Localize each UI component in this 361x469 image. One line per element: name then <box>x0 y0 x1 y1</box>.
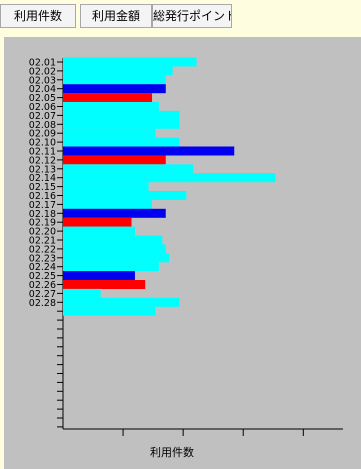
y-tick-label: 02.11 <box>29 147 56 158</box>
y-tick-label: 02.24 <box>29 262 56 273</box>
bar <box>63 191 187 200</box>
y-tick-label: 02.15 <box>29 182 56 193</box>
bar <box>63 93 153 103</box>
bar <box>63 217 132 227</box>
y-tick-label: 02.08 <box>29 120 56 131</box>
bar <box>63 137 180 147</box>
bar <box>63 262 159 272</box>
y-tick-label: 02.22 <box>29 244 56 255</box>
bar <box>63 182 149 192</box>
y-tick-label: 02.25 <box>29 271 56 282</box>
bar <box>63 146 235 156</box>
bar <box>63 208 166 218</box>
y-tick-label: 02.09 <box>29 129 56 140</box>
bar <box>63 288 101 298</box>
y-tick-label: 02.04 <box>29 84 56 95</box>
y-tick-label: 02.05 <box>29 93 56 104</box>
bar <box>63 280 146 289</box>
y-tick-label: 02.23 <box>29 253 56 264</box>
y-tick-label: 02.10 <box>29 138 56 149</box>
bar <box>63 306 156 316</box>
bar <box>63 110 180 120</box>
y-tick-label: 02.03 <box>29 75 56 86</box>
y-tick-label: 02.27 <box>29 289 56 300</box>
bar <box>63 173 276 183</box>
y-tick-label: 02.06 <box>29 102 56 113</box>
tab-usage-amount[interactable]: 利用金額 <box>80 4 152 28</box>
y-tick-label: 02.19 <box>29 218 56 229</box>
y-tick-label: 02.20 <box>29 227 56 238</box>
bar <box>63 271 135 281</box>
tab-total-points[interactable]: 総発行ポイント <box>152 4 232 28</box>
bar <box>63 102 159 111</box>
y-tick-label: 02.18 <box>29 209 56 220</box>
y-tick-label: 02.28 <box>29 298 56 309</box>
y-tick-label: 02.14 <box>29 173 56 184</box>
y-tick-label: 02.02 <box>29 66 56 77</box>
bar <box>63 253 170 263</box>
y-tick-label: 02.21 <box>29 236 56 247</box>
bar <box>63 199 153 209</box>
y-tick-label: 02.16 <box>29 191 56 202</box>
bar <box>63 66 173 76</box>
bar <box>63 164 194 174</box>
y-tick-label: 02.07 <box>29 111 56 122</box>
y-tick-label: 02.13 <box>29 164 56 175</box>
bar <box>63 297 180 307</box>
bar <box>63 75 166 85</box>
x-axis-label: 利用件数 <box>150 446 194 459</box>
y-tick-label: 02.12 <box>29 155 56 166</box>
bar <box>63 128 156 138</box>
bar <box>63 119 180 129</box>
tab-usage-count[interactable]: 利用件数 <box>0 4 76 28</box>
bar <box>63 226 135 236</box>
bar <box>63 84 166 94</box>
bar <box>63 57 197 67</box>
y-tick-label: 02.17 <box>29 200 56 211</box>
y-tick-label: 02.01 <box>29 58 56 69</box>
bar <box>63 235 163 245</box>
bar <box>63 155 166 165</box>
bar <box>63 244 166 254</box>
y-tick-label: 02.26 <box>29 280 56 291</box>
toolbar: 利用件数 利用金額 総発行ポイント <box>0 0 361 34</box>
